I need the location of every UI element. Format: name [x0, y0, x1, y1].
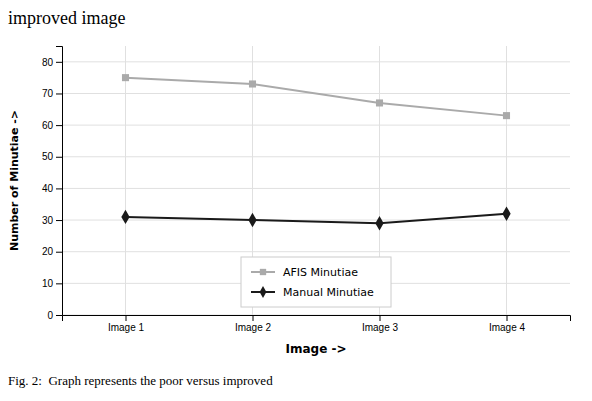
- series: [121, 207, 510, 231]
- tick-label: Image 1: [108, 322, 145, 333]
- tick-mark: [56, 220, 62, 221]
- chart: improved imageImage 1Image 2Image 3Image…: [0, 0, 592, 401]
- point: [249, 80, 256, 87]
- tick-label: 0: [47, 310, 53, 321]
- legend-marker: [260, 269, 266, 275]
- legend-box: [241, 257, 391, 307]
- y-tick: 80: [42, 57, 62, 68]
- point: [248, 213, 256, 227]
- legend: AFIS Minutiae Manual Minutiae: [241, 257, 391, 307]
- legend-item: AFIS Minutiae: [251, 266, 358, 279]
- tick-mark: [56, 315, 62, 316]
- tick-label: 60: [42, 120, 54, 131]
- tick-mark: [380, 315, 381, 321]
- point: [122, 74, 129, 81]
- grid-line: [125, 46, 126, 315]
- line: [126, 214, 507, 223]
- y-tick: 70: [42, 88, 62, 99]
- marks: [121, 74, 510, 230]
- grid: [62, 46, 570, 315]
- y-tick: 20: [42, 246, 62, 257]
- plot: Image 1 Image 2 Image 3 Image 4 0 10 20 30 40 50 6…: [42, 46, 571, 333]
- tick-mark: [56, 125, 62, 126]
- grid-line: [62, 125, 570, 126]
- grid-line: [506, 46, 507, 315]
- tick-mark: [56, 93, 62, 94]
- tick-label: 50: [42, 151, 54, 162]
- tick-mark: [56, 62, 62, 63]
- title: improved image: [8, 8, 125, 28]
- point: [121, 210, 129, 224]
- legend-item: Manual Minutiae: [251, 286, 374, 299]
- tick-mark: [56, 188, 62, 189]
- y-axis-title: Number of Minutiae ->: [8, 110, 21, 251]
- x-tick: Image 1: [108, 315, 145, 333]
- x-axis: Image 1 Image 2 Image 3 Image 4: [63, 315, 571, 333]
- legend-label: AFIS Minutiae: [283, 266, 358, 279]
- tick-mark: [507, 315, 508, 321]
- axis-line: [56, 47, 63, 316]
- axis-line: [63, 316, 571, 322]
- tick-label: 70: [42, 88, 54, 99]
- tick-label: 80: [42, 57, 54, 68]
- tick-label: 20: [42, 246, 54, 257]
- tick-label: 10: [42, 278, 54, 289]
- grid-line: [62, 220, 570, 221]
- point: [503, 112, 510, 119]
- point: [375, 216, 383, 230]
- point: [376, 99, 383, 106]
- x-tick: Image 3: [362, 315, 399, 333]
- x-tick: Image 4: [489, 315, 526, 333]
- tick-label: Image 4: [489, 322, 526, 333]
- y-tick: 50: [42, 151, 62, 162]
- y-tick: 40: [42, 183, 62, 194]
- y-tick: 10: [42, 278, 62, 289]
- grid-line: [62, 188, 570, 189]
- grid-line: [62, 156, 570, 157]
- caption: Fig. 2: Graph represents the poor versus…: [8, 373, 273, 388]
- tick-mark: [126, 315, 127, 321]
- grid-line: [62, 251, 570, 252]
- tick-label: 40: [42, 183, 54, 194]
- y-tick: 30: [42, 215, 62, 226]
- y-tick: 0: [47, 310, 62, 321]
- tick-label: Image 2: [235, 322, 272, 333]
- legend-label: Manual Minutiae: [283, 286, 374, 299]
- tick-label: 30: [42, 215, 54, 226]
- series: [122, 74, 510, 119]
- tick-mark: [56, 283, 62, 284]
- tick-mark: [56, 157, 62, 158]
- y-axis: 0 10 20 30 40 50 60 70 80: [42, 47, 63, 321]
- tick-mark: [253, 315, 254, 321]
- tick-label: Image 3: [362, 322, 399, 333]
- legend-marker: [260, 286, 267, 298]
- x-tick: Image 2: [235, 315, 272, 333]
- point: [502, 207, 510, 221]
- tick-mark: [56, 252, 62, 253]
- grid-line: [62, 61, 570, 62]
- y-tick: 60: [42, 120, 62, 131]
- x-axis-title: Image ->: [285, 342, 346, 356]
- line: [126, 78, 507, 116]
